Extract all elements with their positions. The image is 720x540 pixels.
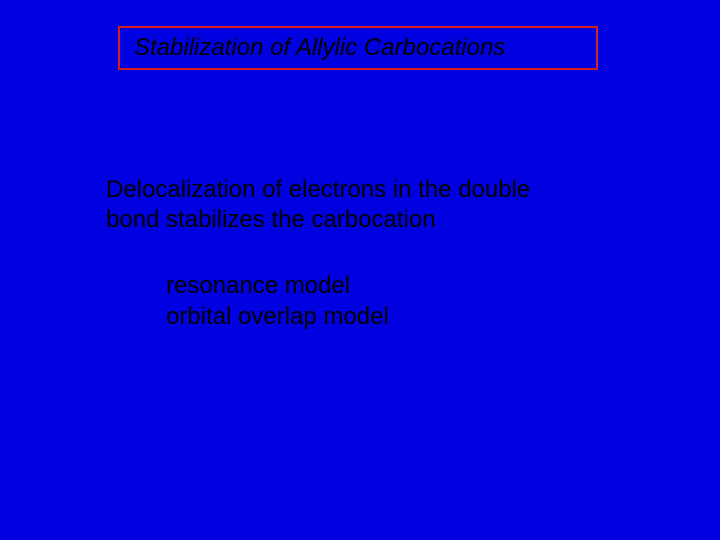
body-paragraph: Delocalization of electrons in the doubl… bbox=[106, 175, 616, 235]
sub-list: resonance model orbital overlap model bbox=[166, 270, 389, 332]
sub-list-item-1: resonance model bbox=[166, 272, 350, 299]
slide: Stabilization of Allylic Carbocations De… bbox=[0, 0, 720, 540]
slide-title: Stabilization of Allylic Carbocations bbox=[134, 34, 505, 61]
body-line-2: bond stabilizes the carbocation bbox=[106, 206, 436, 233]
title-box: Stabilization of Allylic Carbocations bbox=[118, 26, 598, 70]
body-line-1: Delocalization of electrons in the doubl… bbox=[106, 176, 530, 203]
sub-list-item-2: orbital overlap model bbox=[166, 303, 389, 330]
